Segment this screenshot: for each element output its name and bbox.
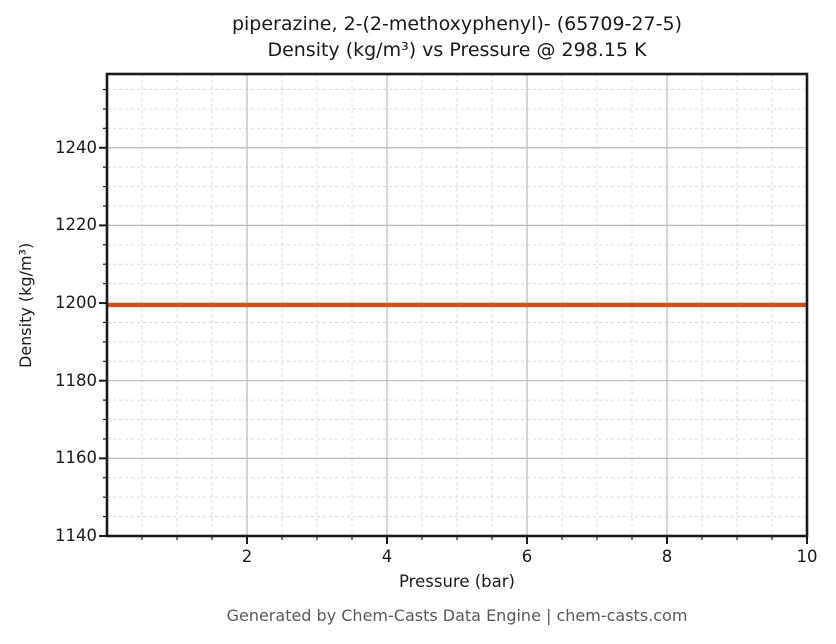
x-tick-label: 6 [521, 547, 533, 566]
x-axis-label: Pressure (bar) [399, 572, 515, 591]
y-tick-label: 1180 [55, 370, 97, 390]
y-tick-label: 1220 [55, 215, 97, 235]
y-tick-label: 1160 [55, 448, 97, 468]
chart-title-line1: piperazine, 2-(2-methoxyphenyl)- (65709-… [231, 13, 683, 35]
chart-title-line2: Density (kg/m³) vs Pressure @ 298.15 K [267, 39, 647, 61]
y-tick-label: 1240 [55, 137, 97, 157]
chart-title: piperazine, 2-(2-methoxyphenyl)- (65709-… [107, 11, 807, 63]
footer-attribution: Generated by Chem-Casts Data Engine | ch… [226, 606, 688, 625]
y-tick-label: 1140 [55, 526, 97, 545]
x-tick-label: 4 [381, 547, 393, 566]
plot-border [105, 72, 809, 538]
x-tick-label: 10 [796, 547, 818, 566]
y-tick-label: 1200 [55, 293, 97, 313]
x-tick-label: 8 [661, 547, 673, 566]
x-tick-label: 2 [241, 547, 253, 566]
